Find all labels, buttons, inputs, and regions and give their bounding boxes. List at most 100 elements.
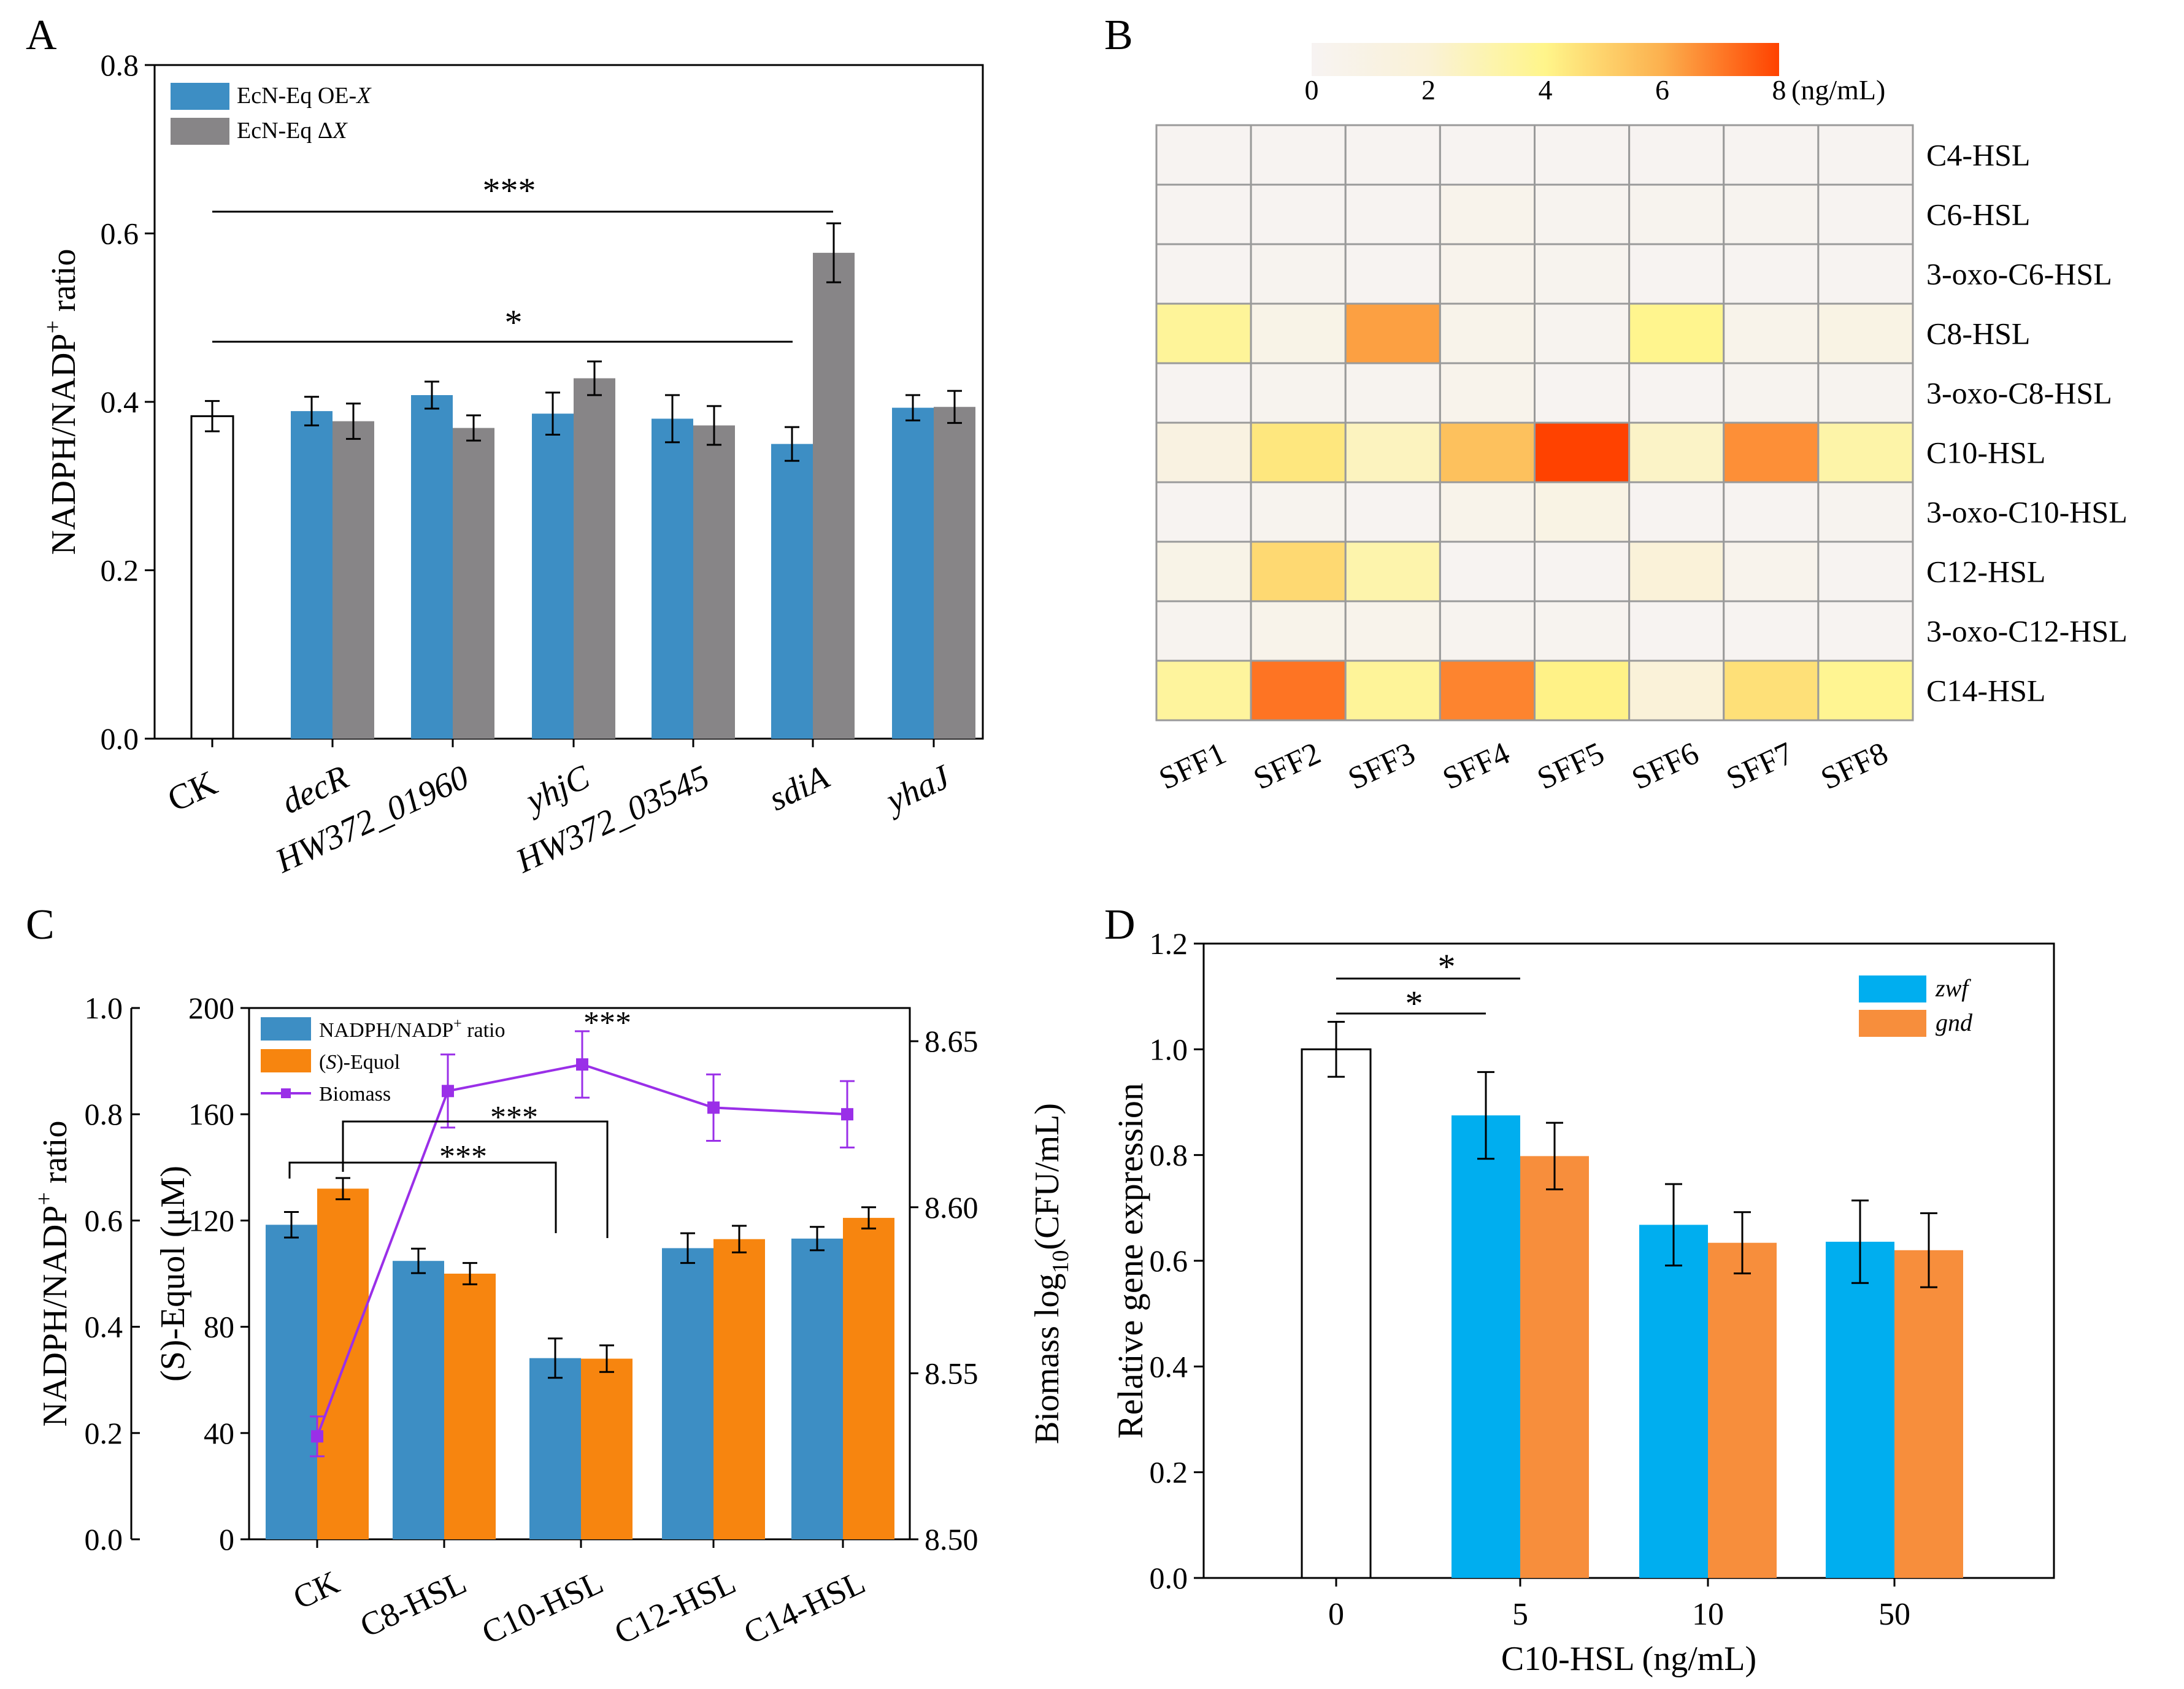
panel-c-biomass-line [310, 1030, 855, 1458]
bar [1894, 1250, 1963, 1578]
left-tick-label: 0.8 [85, 1097, 123, 1131]
heatmap-cell [1344, 421, 1441, 483]
row-label: C10-HSL [1926, 436, 2045, 470]
colorbar-tick-label: 6 [1655, 74, 1669, 106]
panel-b: B 0 2 4 6 8 (ng/mL) C4-HSL C6-HSL 3-oxo-C6-HSL… [1104, 12, 2128, 797]
heatmap-cell [1155, 421, 1252, 483]
legend-label-oe: EcN-Eq OE-X [237, 83, 372, 109]
legend-label-equol: (S)-Equol [319, 1051, 400, 1074]
x-tick-label: CK [161, 763, 223, 820]
heatmap-cell [1344, 302, 1441, 364]
y-tick-label: 0.8 [1150, 1138, 1188, 1172]
heatmap-cell [1817, 541, 1914, 602]
column-label: SFF2 [1248, 736, 1326, 796]
heatmap-cell [1817, 243, 1914, 305]
heatmap-cell [1344, 541, 1441, 602]
y-tick-label: 1.2 [1150, 926, 1188, 961]
equol-tick-label: 40 [204, 1416, 234, 1450]
heatmap-cell [1250, 541, 1347, 602]
row-label: C8-HSL [1926, 317, 2030, 351]
heatmap-cell [1155, 243, 1252, 305]
bar [813, 253, 855, 739]
legend-swatch-nadph [261, 1017, 311, 1041]
heatmap-cell [1439, 421, 1536, 483]
panel-c-biomass-axis: 8.50 8.55 8.60 8.65 [910, 1024, 979, 1556]
column-label: SFF6 [1626, 736, 1704, 796]
bar [934, 407, 975, 739]
heatmap-cell [1439, 243, 1536, 305]
heatmap-cell [1534, 243, 1631, 305]
sig-star-c10-equol: *** [490, 1100, 538, 1135]
x-tick-label: 50 [1878, 1597, 1910, 1632]
row-label: C4-HSL [1926, 138, 2030, 172]
heatmap-cell [1155, 183, 1252, 245]
heatmap-cell [1344, 660, 1441, 721]
bar-control [190, 415, 234, 740]
heatmap-row-labels: C4-HSL C6-HSL 3-oxo-C6-HSL C8-HSL 3-oxo-C8-H… [1926, 138, 2128, 708]
sig-star-5-zwf: * [1405, 983, 1423, 1023]
bar-nadph [791, 1238, 843, 1539]
bar-equol [317, 1188, 369, 1539]
heatmap-cell [1534, 481, 1631, 543]
left-tick-label: 0.2 [85, 1416, 123, 1450]
heatmap-cell [1628, 541, 1725, 602]
heatmap-cell [1439, 481, 1536, 543]
biomass-tick-label: 8.50 [925, 1522, 979, 1556]
x-tick-label: yhaJ [878, 757, 957, 821]
heatmap-cell [1817, 660, 1914, 721]
panel-c-left-axis: 0.0 0.2 0.4 0.6 0.8 1.0 [85, 991, 140, 1556]
heatmap-cell [1344, 124, 1441, 186]
bar-equol [444, 1274, 496, 1539]
heatmap-cell [1439, 183, 1536, 245]
equol-tick-label: 160 [188, 1097, 234, 1131]
heatmap-cell [1155, 124, 1252, 186]
sig-bracket-c10-equol [342, 1120, 609, 1238]
heatmap-cell [1250, 302, 1347, 364]
heatmap-cell [1250, 362, 1347, 424]
heatmap-cell [1723, 481, 1820, 543]
y-tick-label: 0.2 [101, 553, 139, 588]
row-label: C14-HSL [1926, 674, 2045, 708]
bar [1826, 1241, 1894, 1578]
x-tick-label: 0 [1328, 1597, 1344, 1632]
legend-swatch-zwf [1859, 975, 1926, 1002]
equol-tick-label: 200 [188, 991, 234, 1025]
panel-d-x-axis-title: C10-HSL (ng/mL) [1501, 1640, 1756, 1678]
column-label: SFF7 [1721, 736, 1799, 796]
heatmap-cell [1155, 481, 1252, 543]
x-tick-label: 10 [1692, 1597, 1724, 1632]
legend-swatch-oe [171, 83, 229, 110]
heatmap-cell [1723, 541, 1820, 602]
panel-a-y-axis: 0.0 0.2 0.4 0.6 0.8 [101, 48, 155, 756]
colorbar-tick-label: 8 [1772, 74, 1786, 106]
heatmap-cell [1534, 600, 1631, 662]
heatmap-cell [1439, 600, 1536, 662]
x-tick-label: C12-HSL [609, 1563, 741, 1651]
y-tick-label: 1.0 [1150, 1032, 1188, 1066]
heatmap-cell [1817, 183, 1914, 245]
legend-marker-biomass [281, 1088, 291, 1098]
heatmap-cell [1534, 302, 1631, 364]
bar-equol [713, 1239, 765, 1539]
heatmap-cell [1250, 124, 1347, 186]
bar [1639, 1225, 1708, 1578]
column-label: SFF1 [1154, 736, 1231, 796]
column-label: SFF3 [1343, 736, 1420, 796]
sig-star-5-gnd: * [1438, 947, 1456, 987]
panel-c-equol-axis: 0 40 80 120 160 200 [188, 991, 249, 1556]
panel-c-biomass-axis-title: Biomass log10(CFU/mL) [1028, 1103, 1074, 1444]
colorbar-ticks: 0 2 4 6 8 [1305, 74, 1786, 106]
panel-d-label: D [1104, 901, 1136, 948]
heatmap-cell [1250, 481, 1347, 543]
colorbar-tick-label: 4 [1539, 74, 1553, 106]
colorbar-tick-label: 0 [1305, 74, 1319, 106]
bar [652, 418, 693, 739]
y-tick-label: 0.0 [101, 721, 139, 756]
left-tick-label: 1.0 [85, 991, 123, 1025]
heatmap-cell [1250, 183, 1347, 245]
panel-b-label: B [1104, 12, 1133, 59]
heatmap-cell [1439, 362, 1536, 424]
heatmap-cell [1534, 124, 1631, 186]
heatmap-cell [1155, 541, 1252, 602]
bar [1520, 1156, 1589, 1578]
